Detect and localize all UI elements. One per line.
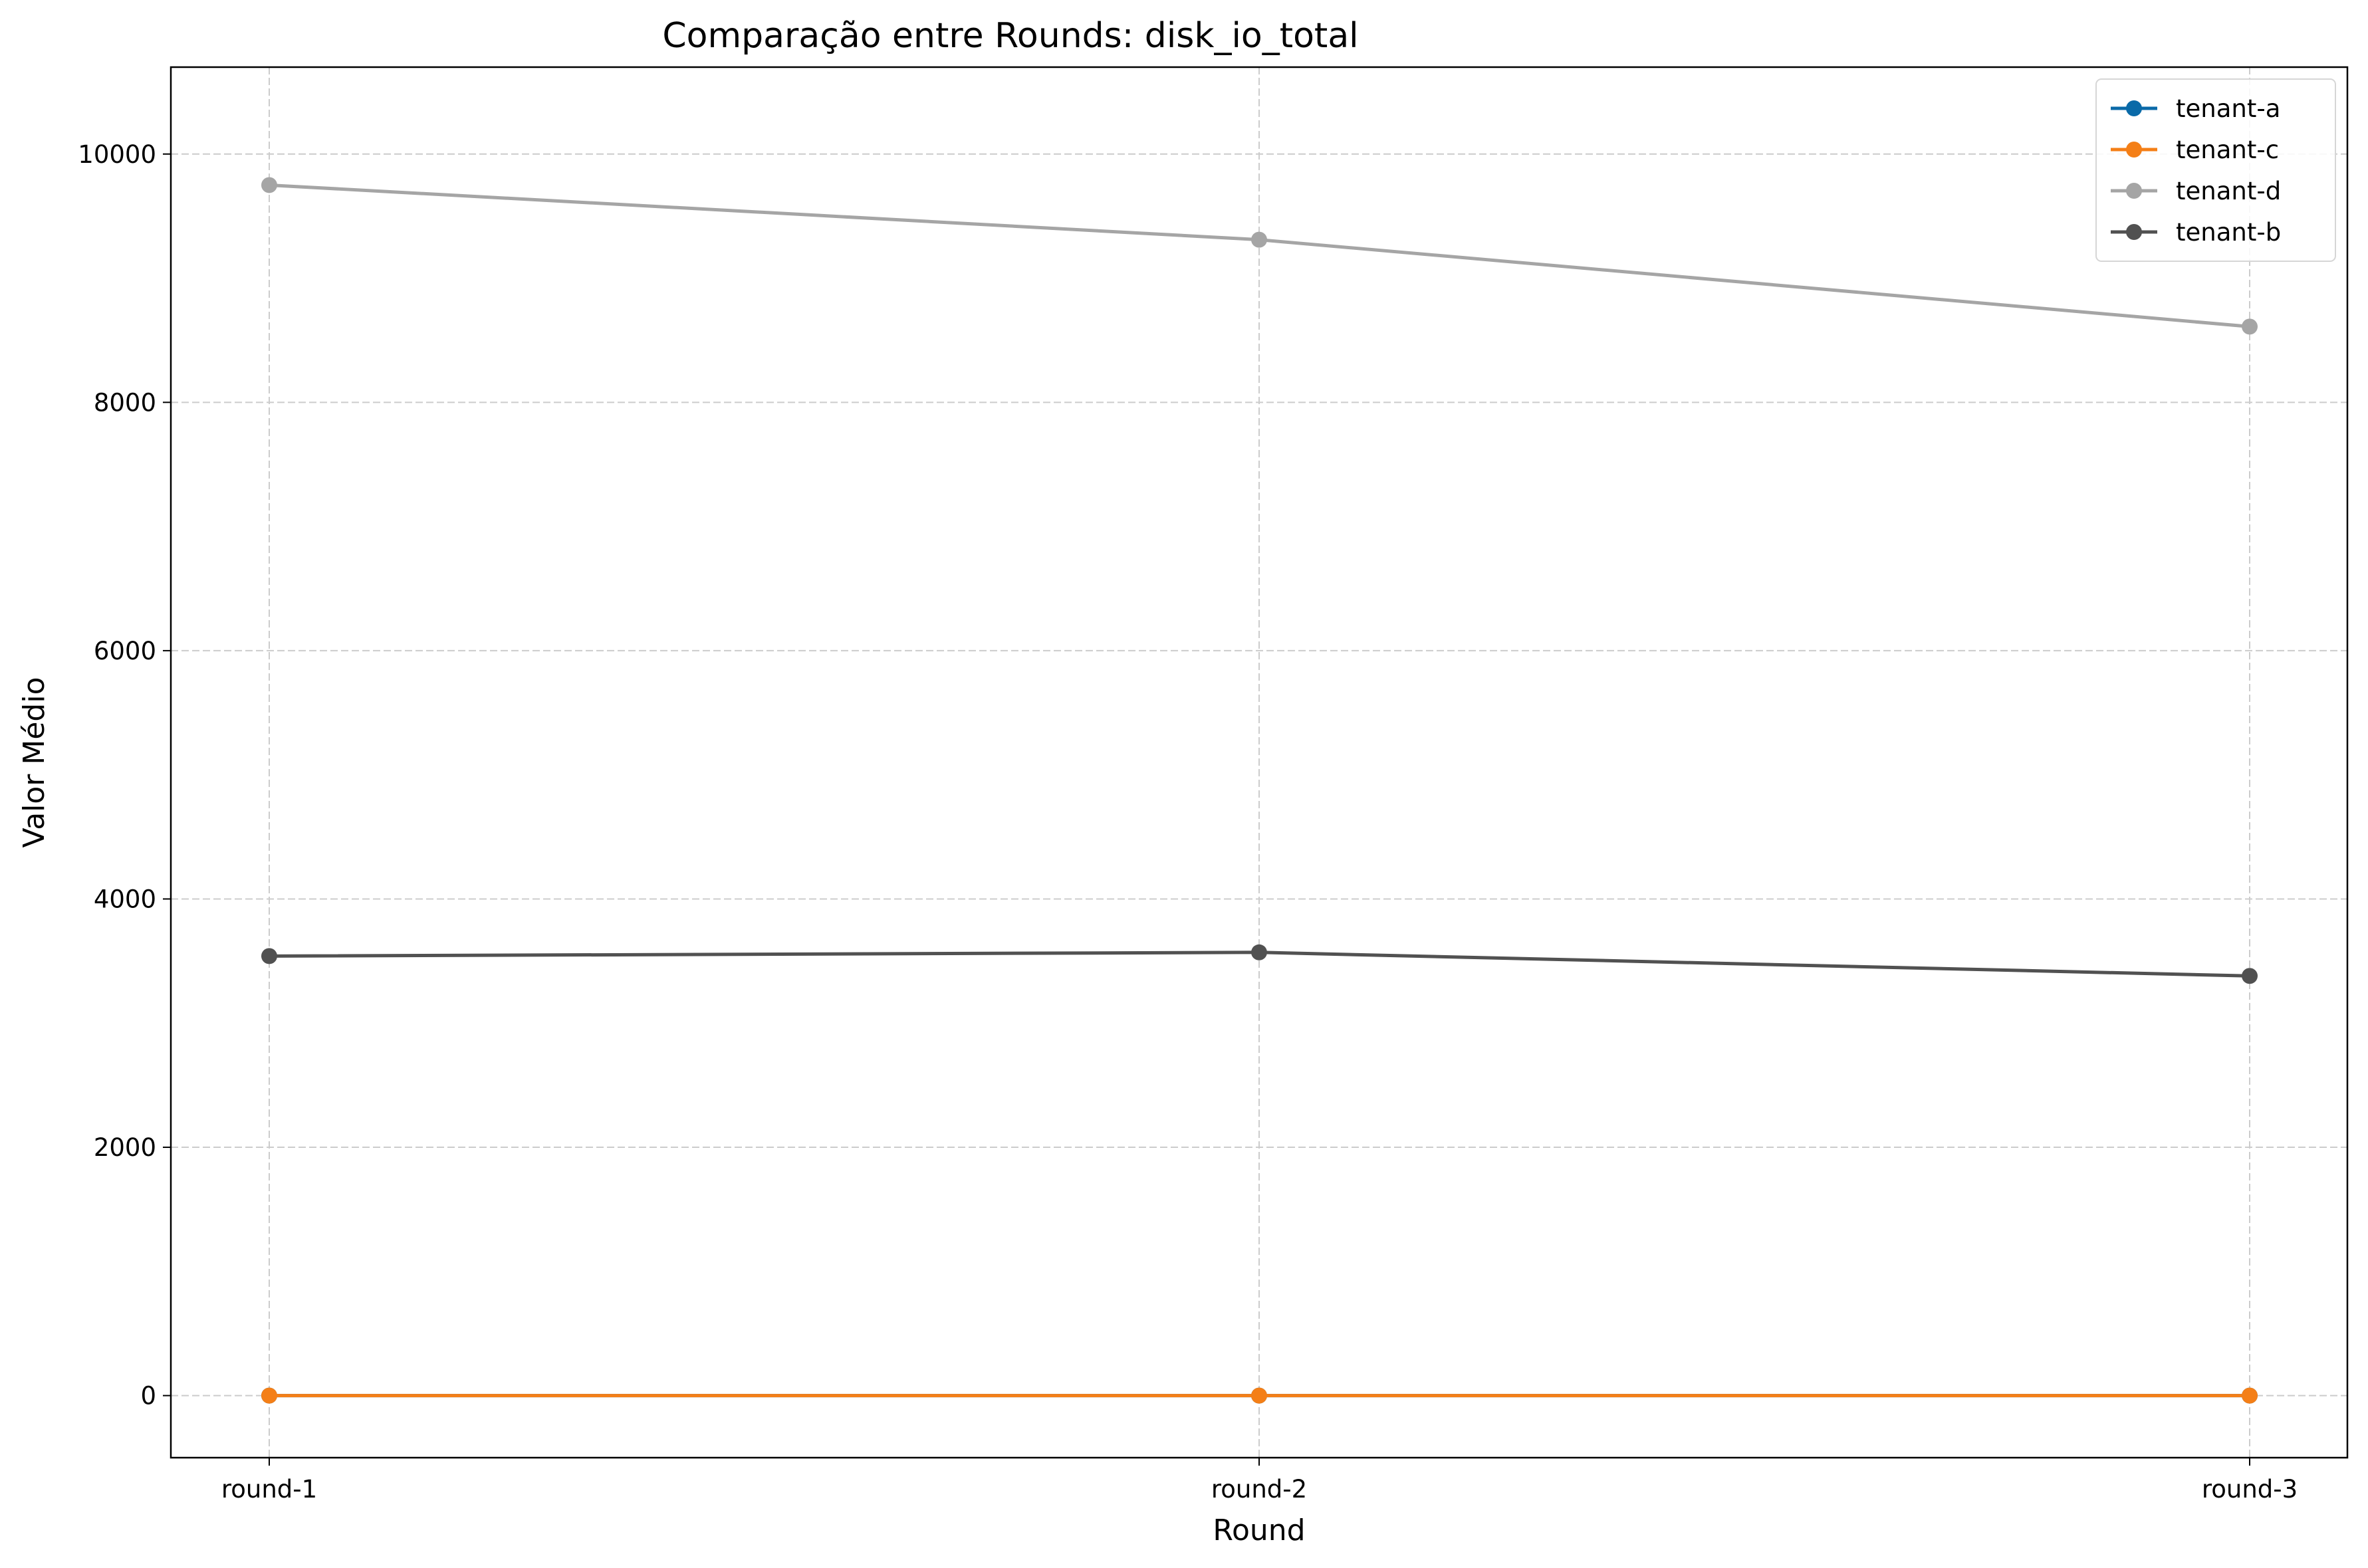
y-axis-ticks: 0 2000 4000 6000 8000 10000 <box>78 140 171 1410</box>
y-tick-label: 6000 <box>94 637 156 665</box>
legend-marker-swatch <box>2126 183 2142 199</box>
legend-item-tenant-b: tenant-b <box>2111 218 2281 247</box>
legend: tenant-a tenant-c tenant-d tenant-b <box>2095 78 2336 262</box>
data-point-tenant-d <box>2242 318 2258 335</box>
data-point-tenant-d <box>261 177 277 193</box>
legend-item-tenant-a: tenant-a <box>2111 94 2280 123</box>
plot-series <box>261 177 2258 1404</box>
legend-item-tenant-d: tenant-d <box>2111 177 2281 205</box>
y-tick-label: 4000 <box>94 885 156 913</box>
legend-label: tenant-b <box>2176 218 2281 247</box>
series-tenant-b <box>261 944 2258 984</box>
y-axis-label: Valor Médio <box>17 677 51 848</box>
x-axis-ticks: round-1 round-2 round-3 <box>221 1458 2298 1504</box>
data-point-tenant-d <box>1251 231 1267 248</box>
legend-marker-swatch <box>2126 100 2142 116</box>
x-tick-label: round-3 <box>2202 1475 2298 1504</box>
chart-title: Comparação entre Rounds: disk_io_total <box>662 16 1358 56</box>
data-point-tenant-c <box>1251 1387 1267 1404</box>
x-tick-label: round-2 <box>1211 1475 1307 1504</box>
data-point-tenant-c <box>2242 1387 2258 1404</box>
legend-label: tenant-d <box>2176 177 2281 205</box>
legend-label: tenant-a <box>2176 94 2280 123</box>
data-point-tenant-c <box>261 1387 277 1404</box>
y-tick-label: 8000 <box>94 388 156 417</box>
legend-item-tenant-c: tenant-c <box>2111 136 2279 164</box>
series-tenant-d <box>261 177 2258 335</box>
series-tenant-c <box>261 1387 2258 1404</box>
legend-marker-swatch <box>2126 142 2142 158</box>
y-tick-label: 0 <box>140 1382 156 1410</box>
y-tick-label: 2000 <box>94 1133 156 1162</box>
y-tick-label: 10000 <box>78 140 156 169</box>
data-point-tenant-b <box>2242 968 2258 984</box>
x-tick-label: round-1 <box>221 1475 317 1504</box>
legend-marker-swatch <box>2126 224 2142 240</box>
legend-box <box>2095 78 2336 262</box>
data-point-tenant-b <box>261 948 277 964</box>
x-axis-label: Round <box>1213 1513 1305 1547</box>
data-point-tenant-b <box>1251 944 1267 960</box>
legend-label: tenant-c <box>2176 136 2279 164</box>
